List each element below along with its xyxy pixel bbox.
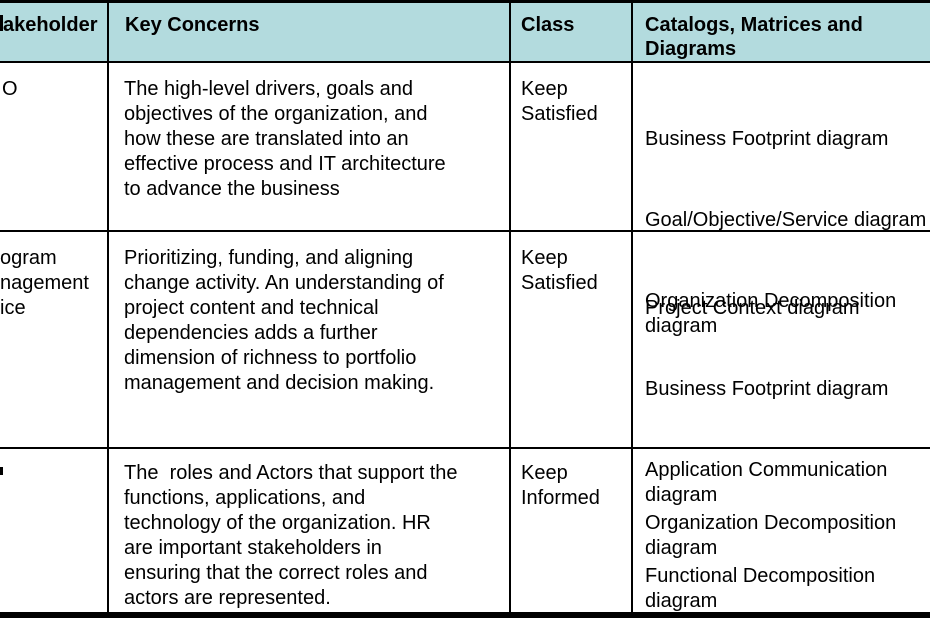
row1-key-concerns-cell: The high-level drivers, goals and object… [124,78,446,200]
header-bottom-border [0,61,930,63]
catalog-list-item: Goal/Objective/Service diagram [645,209,927,231]
row1-stakeholder-cell: O [2,78,18,100]
row1-bottom-border [0,230,930,232]
table-top-border [0,0,930,3]
catalog-list-item: Business Footprint diagram [645,128,889,150]
column-border-1 [107,0,109,612]
row3-class-cell: Keep Informed [521,462,600,509]
table-header-background [0,3,930,61]
row2-stakeholder-cell: ogram nagement ice [0,247,89,319]
row2-bottom-border [0,447,930,449]
row2-key-concerns-cell: Prioritizing, funding, and aligning chan… [124,247,444,394]
header-cell-catalogs: Catalogs, Matrices and Diagrams [645,14,863,60]
catalog-list-item: Application Communication diagram [645,459,888,506]
catalog-list-item: Project Context diagram [645,297,860,319]
clipped-text-fragment [0,15,3,31]
catalog-list-item: Business Footprint diagram [645,378,889,400]
row3-key-concerns-cell: The roles and Actors that support the fu… [124,462,458,609]
header-cell-key-concerns: Key Concerns [125,14,260,36]
header-cell-stakeholder: akeholder [3,14,98,36]
catalog-list-item: Functional Decomposition diagram [645,565,876,612]
row1-class-cell: Keep Satisfied [521,78,598,125]
catalog-list-item: Organization Decomposition diagram [645,290,897,337]
row1-catalogs-cell: Business Footprint diagram Goal/Objectiv… [645,77,926,395]
table-bottom-border [0,612,930,618]
column-border-3 [631,0,633,612]
catalog-list-item: Organization/Actor catalog [645,617,896,620]
clipped-text-fragment [0,467,3,475]
row3-catalogs-cell: Organization Decomposition diagram Organ… [645,461,896,620]
header-cell-class: Class [521,14,575,36]
row2-catalogs-cell: Project Context diagram Business Footpri… [645,246,888,620]
column-border-2 [509,0,511,612]
catalog-list-item: Organization Decomposition diagram [645,512,897,559]
row2-class-cell: Keep Satisfied [521,247,598,294]
